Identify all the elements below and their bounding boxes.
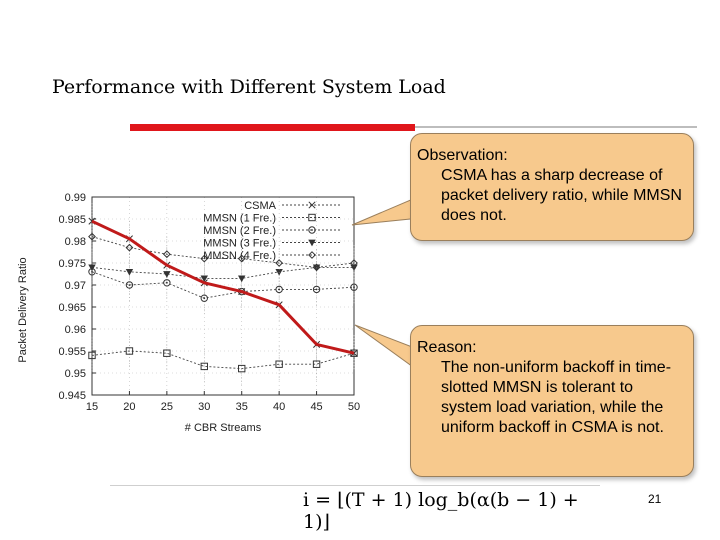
data-point [237,254,246,263]
y-tick-label: 0.98 [65,236,86,248]
data-point-center [315,288,318,291]
x-tick-label: 20 [123,401,135,413]
data-point [238,364,246,373]
y-tick-label: 0.985 [58,214,86,226]
x-tick-label: 25 [161,401,173,413]
reason-callout: Reason: The non-uniform backoff in time-… [410,325,694,477]
data-point [125,347,134,355]
y-tick-label: 0.95 [65,368,86,380]
data-point [125,243,134,252]
data-point [275,259,284,267]
data-point [308,251,316,259]
slide-title: Performance with Different System Load [52,76,446,98]
x-tick-label: 50 [348,401,360,413]
title-accent-bar [130,124,415,131]
page-number: 21 [648,492,662,506]
legend-label: MMSN (4 Fre.) [203,250,276,262]
data-point [308,213,316,222]
reason-heading: Reason: [417,339,477,356]
footer-divider [110,485,600,486]
y-tick-label: 0.965 [58,302,86,314]
series-line [91,350,355,370]
data-point-center [353,286,355,289]
data-point [350,264,358,272]
data-point [88,351,96,360]
series-mmsn-4-fre [88,218,358,286]
legend-label: CSMA [244,200,276,212]
chart-axes: 0.945 0.95 0.955 0.96 0.965 0.97 0.975 0.98 0.98… [58,192,360,413]
title-divider [415,126,697,128]
x-axis-label: # CBR Streams [185,422,262,434]
data-point [308,201,316,209]
series-line [91,271,355,299]
x-tick-label: 45 [310,401,322,413]
legend-label: MMSN (3 Fre.) [203,238,276,250]
legend-label: MMSN (2 Fre.) [203,225,276,237]
y-tick-label: 0.97 [65,280,86,292]
delivery-ratio-chart: 0.945 0.95 0.955 0.96 0.965 0.97 0.975 0.98 0.98… [17,192,360,434]
data-point [163,271,171,278]
data-point [238,275,246,283]
data-point-center [165,281,168,284]
observation-callout: Observation: CSMA has a sharp decrease o… [410,133,694,241]
data-point-center [311,229,313,231]
observation-text: CSMA has a sharp decrease of packet deli… [441,167,682,224]
data-point [163,349,171,357]
x-tick-label: 15 [86,401,98,413]
series-mmsn-1-fre [88,333,358,387]
reason-text: The non-uniform backoff in time-slotted … [441,359,672,436]
data-point [275,360,283,368]
legend-label: MMSN (1 Fre.) [203,213,276,225]
data-point [275,285,283,294]
y-tick-label: 0.945 [58,390,86,402]
chart-series [88,203,358,387]
y-axis-label: Packet Delivery Ratio [17,257,29,362]
data-point [312,263,321,272]
data-point [200,362,208,371]
x-tick-label: 40 [273,401,285,413]
data-point [200,275,208,283]
data-point-center [278,288,281,291]
data-point [88,232,96,241]
backoff-formula: i = ⌊(T + 1) log_b(α(b − 1) + 1)⌋ [303,489,596,533]
x-tick-label: 35 [236,401,248,413]
observation-heading: Observation: [417,147,508,164]
data-point-center [203,297,206,300]
plot-frame [91,196,355,396]
data-point [200,294,208,302]
y-tick-label: 0.955 [58,346,86,358]
x-tick-label: 30 [198,401,210,413]
data-point [308,226,316,234]
data-point [200,254,209,263]
y-tick-label: 0.96 [65,324,86,336]
y-tick-label: 0.99 [65,192,86,204]
data-point [125,268,134,276]
chart-container: 0.945 0.95 0.955 0.96 0.965 0.97 0.975 0.98 0.98… [14,175,364,445]
y-tick-label: 0.975 [58,258,86,270]
csma-highlight-line [91,219,355,355]
data-point [350,259,358,267]
data-point [312,285,321,294]
data-point-center [128,284,131,286]
data-point [312,360,321,368]
data-point [308,239,316,247]
series-line [91,236,355,268]
data-point [88,264,96,272]
data-point-center [91,270,93,273]
data-point [162,250,171,259]
data-point [350,283,358,291]
